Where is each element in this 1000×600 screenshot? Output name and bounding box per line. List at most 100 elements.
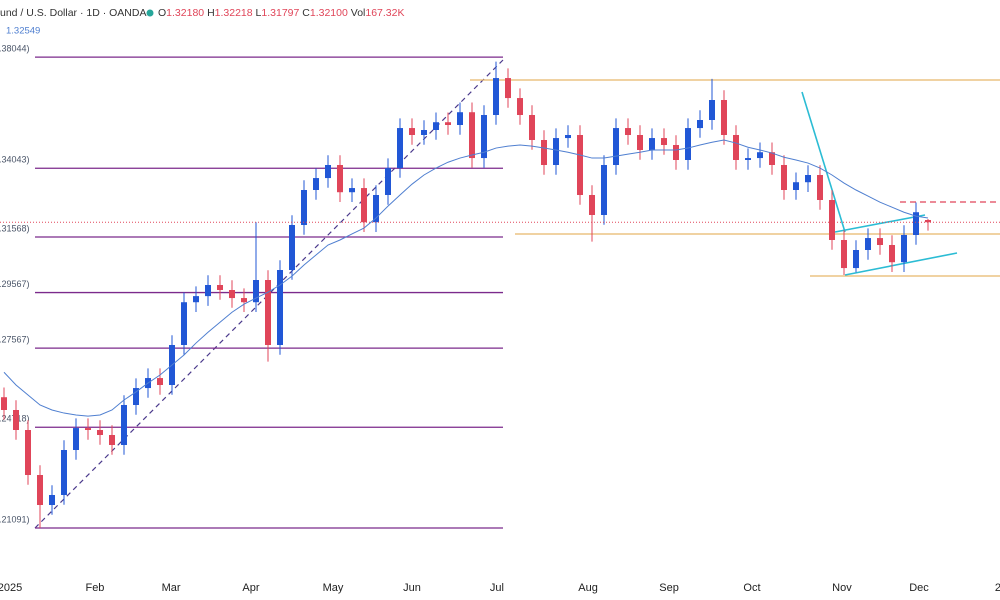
candle-body	[97, 430, 103, 435]
candle-body	[397, 128, 403, 169]
candle-body	[181, 302, 187, 345]
candle-body	[373, 195, 379, 223]
candle-body	[1, 397, 7, 410]
fib-label: (1.21091)	[0, 514, 30, 524]
candle-body	[121, 405, 127, 445]
candle-body	[73, 428, 79, 450]
chart-title: und / U.S. Dollar · 1D · OANDA	[0, 7, 146, 19]
candle-body	[709, 100, 715, 120]
candle-body	[661, 138, 667, 145]
candle-body	[493, 78, 499, 115]
drawings	[34, 59, 1000, 529]
candle-body	[13, 410, 19, 430]
candle-body	[457, 112, 463, 125]
trend-line	[801, 91, 846, 233]
candle-body	[841, 240, 847, 269]
trend-line	[834, 214, 926, 233]
legend-value: 167.32K	[365, 7, 404, 19]
x-tick-label: Feb	[85, 582, 104, 594]
candle-body	[505, 78, 511, 99]
legend-label: O	[158, 7, 166, 19]
x-tick-label: 2025	[0, 582, 22, 594]
x-axis: 2025 Feb Mar Apr May Jun Jul Aug Sep Oct Nov Dec 2	[0, 582, 1000, 594]
candle-body	[865, 238, 871, 250]
candle-body	[769, 152, 775, 165]
candle-body	[385, 168, 391, 195]
candle-body	[37, 475, 43, 505]
candle-body	[601, 165, 607, 215]
candle-body	[421, 130, 427, 135]
trend-line	[844, 252, 958, 276]
fib-label: (1.27567)	[0, 335, 30, 345]
candle-body	[337, 165, 343, 193]
candle-body	[253, 280, 259, 303]
candle-body	[349, 188, 355, 193]
candle-body	[445, 122, 451, 125]
candle-body	[109, 435, 115, 445]
candle-body	[829, 200, 835, 240]
legend-value: 1.31797	[261, 7, 299, 19]
candles	[0, 61, 1000, 529]
candle-body	[481, 115, 487, 159]
candle-body	[325, 165, 331, 179]
candle-body	[781, 165, 787, 190]
candle-body	[721, 100, 727, 135]
x-tick-label: Apr	[242, 582, 259, 594]
fib-trend-line	[34, 59, 504, 529]
moving-average	[3, 139, 929, 417]
candle-body	[241, 298, 247, 303]
candle-body	[193, 296, 199, 303]
candle-body	[229, 290, 235, 299]
candle-body	[541, 140, 547, 165]
candle-body	[25, 430, 31, 475]
legend-label: C	[302, 7, 310, 19]
candle-body	[289, 225, 295, 270]
x-tick-label: Sep	[659, 582, 679, 594]
candle-body	[757, 152, 763, 159]
x-tick-label: Jul	[490, 582, 504, 594]
candle-body	[157, 378, 163, 385]
legend-value: 1.32100	[310, 7, 348, 19]
status-dot	[146, 9, 154, 17]
candle-body	[49, 495, 55, 505]
ma-value: 1.32549	[6, 26, 40, 37]
candle-body	[613, 128, 619, 165]
candle-body	[901, 235, 907, 263]
candle-body	[793, 182, 799, 190]
legend-label: H	[207, 7, 215, 19]
candle-body	[805, 175, 811, 183]
candle-body	[529, 115, 535, 140]
legend-label: L	[256, 7, 262, 19]
candle-body	[469, 112, 475, 159]
candle-body	[409, 128, 415, 135]
candle-body	[301, 190, 307, 225]
fib-label: (1.31568)	[0, 223, 30, 233]
candle-body	[85, 428, 91, 430]
candle-body	[817, 175, 823, 200]
candle-body	[277, 270, 283, 345]
legend-label: Vol	[351, 7, 366, 19]
candle-body	[853, 250, 859, 269]
candle-body	[517, 98, 523, 115]
candle-body	[745, 158, 751, 160]
candle-body	[433, 122, 439, 130]
fib-label: (1.29567)	[0, 279, 30, 289]
candle-body	[913, 212, 919, 235]
candle-body	[553, 138, 559, 165]
candle-body	[589, 195, 595, 215]
x-tick-label: Jun	[403, 582, 421, 594]
candle-body	[877, 238, 883, 245]
candle-body	[265, 280, 271, 345]
candle-body	[637, 135, 643, 150]
fib-label: (1.34043)	[0, 155, 30, 165]
x-tick-label: Nov	[832, 582, 852, 594]
candle-body	[673, 145, 679, 160]
candle-body	[565, 135, 571, 139]
fib-label: (1.38044)	[0, 43, 30, 53]
x-tick-label: 2	[995, 582, 1000, 594]
candle-body	[217, 285, 223, 290]
candle-body	[733, 135, 739, 160]
candle-body	[313, 178, 319, 190]
